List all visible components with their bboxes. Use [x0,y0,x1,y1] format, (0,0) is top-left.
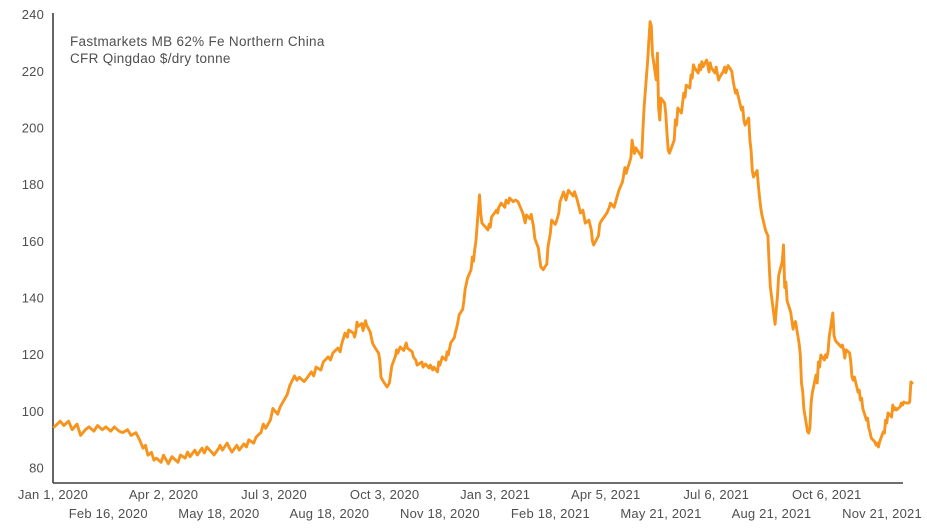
x-tick-label: Jan 3, 2021 [460,487,530,502]
price-line [52,20,914,466]
x-tick-label: Nov 21, 2021 [842,506,922,521]
x-tick-label: Jul 3, 2020 [241,487,307,502]
x-tick-label: Apr 2, 2020 [129,487,198,502]
x-tick-label: Feb 16, 2020 [69,506,148,521]
x-tick-label: May 21, 2021 [620,506,701,521]
x-tick-label: Aug 18, 2020 [289,506,369,521]
x-tick-label: Oct 6, 2021 [792,487,861,502]
x-tick-label: Oct 3, 2020 [350,487,419,502]
x-tick-label: Apr 5, 2021 [571,487,640,502]
axis-lines [52,13,903,484]
y-tick-label-240: 240 [22,7,44,22]
chart-title-line2: CFR Qingdao $/dry tonne [70,51,231,66]
y-tick-label-180: 180 [22,177,44,192]
x-axis-tick-labels: Jan 1, 2020 Feb 16, 2020 Apr 2, 2020 May 18… [18,487,922,521]
y-tick-label-140: 140 [22,290,44,305]
x-tick-label: May 18, 2020 [178,506,259,521]
y-tick-label-80: 80 [29,461,44,476]
x-tick-label: Jul 6, 2021 [683,487,749,502]
chart-title-line1: Fastmarkets MB 62% Fe Northern China [70,34,325,49]
y-tick-label-200: 200 [22,120,44,135]
y-tick-label-160: 160 [22,234,44,249]
y-tick-label-220: 220 [22,64,44,79]
x-tick-label: Nov 18, 2020 [400,506,480,521]
x-tick-label: Feb 18, 2021 [511,506,590,521]
y-axis-tick-labels: 240 220 200 180 160 140 120 100 80 [22,7,44,475]
y-tick-label-120: 120 [22,347,44,362]
y-tick-label-100: 100 [22,404,44,419]
price-line-series [52,20,914,466]
x-tick-label: Jan 1, 2020 [18,487,88,502]
x-tick-label: Aug 21, 2021 [732,506,812,521]
